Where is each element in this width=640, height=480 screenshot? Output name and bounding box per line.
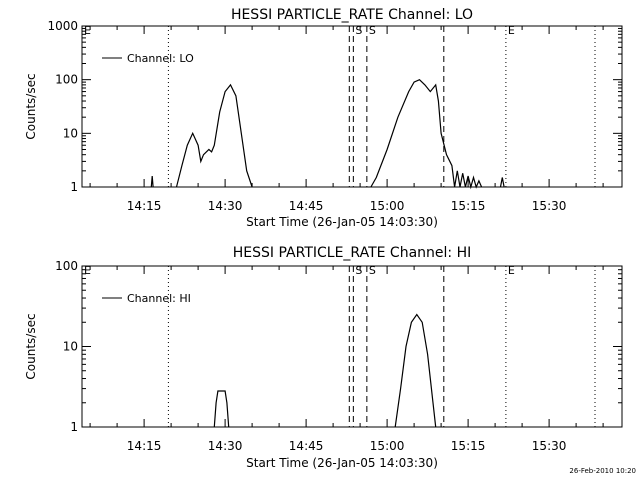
x-tick-label: 15:00 (370, 199, 405, 213)
series-line (499, 177, 505, 188)
series-line (394, 313, 437, 428)
legend-entry: Channel: HI (127, 292, 191, 305)
plot-frame (81, 265, 623, 428)
x-tick-label: 15:30 (532, 199, 567, 213)
y-tick-label: 1 (70, 180, 78, 194)
x-tick-label: 15:15 (451, 199, 486, 213)
series-line (213, 390, 230, 428)
series-line (370, 78, 483, 190)
panel-lo: HESSI PARTICLE_RATE Channel: LO Start Tim… (24, 7, 623, 229)
x-tick-label: 15:00 (370, 439, 405, 453)
y-axis-label: Counts/sec (24, 313, 38, 379)
chart-title: HESSI PARTICLE_RATE Channel: LO (231, 7, 473, 23)
plot-frame (81, 25, 623, 188)
x-tick-label: 14:45 (289, 439, 324, 453)
x-tick-label: 14:30 (208, 199, 243, 213)
x-tick-label: 14:30 (208, 439, 243, 453)
event-marker-label: E (508, 24, 515, 37)
panel-hi: HESSI PARTICLE_RATE Channel: HI Start Tim… (24, 245, 623, 470)
event-marker-label: S (369, 24, 376, 37)
x-tick-label: 14:15 (127, 199, 162, 213)
x-tick-label: 15:30 (532, 439, 567, 453)
event-marker-label: S (355, 264, 362, 277)
event-marker-label: E (84, 264, 91, 277)
event-marker-label: E (84, 24, 91, 37)
y-axis-label: Counts/sec (24, 73, 38, 139)
footer-timestamp: 26-Feb-2010 10:20 (569, 467, 636, 475)
x-axis-label: Start Time (26-Jan-05 14:03:30) (246, 215, 438, 229)
event-marker-label: E (508, 264, 515, 277)
y-tick-label: 1000 (47, 19, 78, 33)
x-axis-label: Start Time (26-Jan-05 14:03:30) (246, 456, 438, 470)
x-tick-label: 14:45 (289, 199, 324, 213)
series-line (175, 83, 253, 188)
legend-entry: Channel: LO (127, 52, 194, 65)
y-tick-label: 1 (70, 420, 78, 434)
chart-title: HESSI PARTICLE_RATE Channel: HI (233, 245, 471, 261)
y-tick-label: 10 (63, 340, 78, 354)
y-tick-label: 10 (63, 126, 78, 140)
series-line (150, 175, 154, 188)
x-tick-label: 14:15 (127, 439, 162, 453)
event-marker-label: S (355, 24, 362, 37)
y-tick-label: 100 (55, 259, 78, 273)
event-marker-label: S (369, 264, 376, 277)
y-tick-label: 100 (55, 73, 78, 87)
x-tick-label: 15:15 (451, 439, 486, 453)
